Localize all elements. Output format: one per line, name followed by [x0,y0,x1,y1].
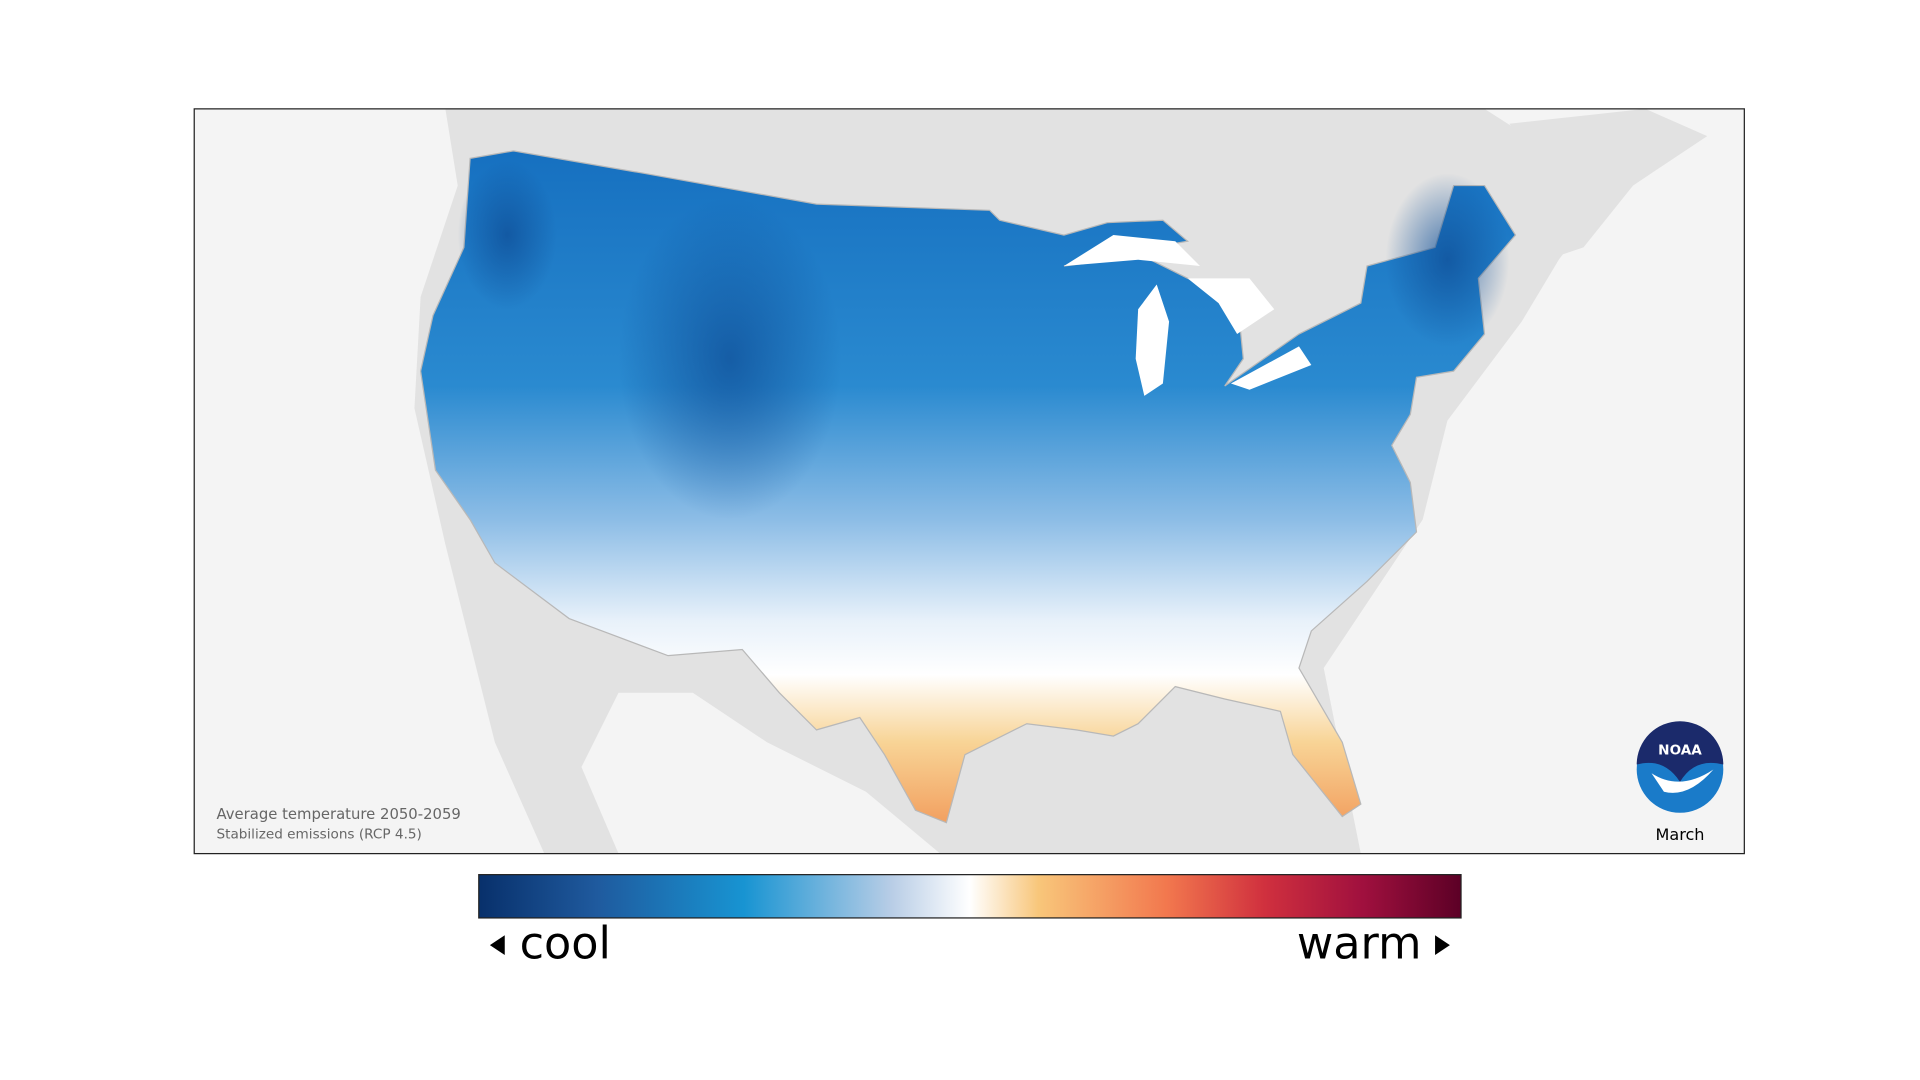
logo-text: NOAA [1658,743,1702,759]
lake [1135,284,1170,396]
cold-region [457,160,557,310]
lake [1187,278,1275,335]
caption: Average temperature 2050-2059 [216,806,460,823]
arrow-left [489,935,505,956]
arrow-right [1435,935,1450,956]
land-mass [1509,108,1708,260]
logo-top [1636,721,1724,782]
logo: NOAA [1636,721,1724,813]
map-frame [193,108,1745,855]
land-mass [507,618,594,854]
map: Average temperature 2050-2059 Stabilized… [194,108,1745,854]
caption: Stabilized emissions (RCP 4.5) [216,827,421,843]
cold-region [1385,173,1510,347]
legend-high: warm [1297,918,1422,970]
legend-low: cool [520,918,611,970]
lake [1063,235,1200,266]
cold-region [618,197,842,520]
lake [1230,346,1312,390]
month-label: March [1655,825,1704,844]
logo-bird [1651,769,1714,793]
color-bar [478,874,1462,919]
